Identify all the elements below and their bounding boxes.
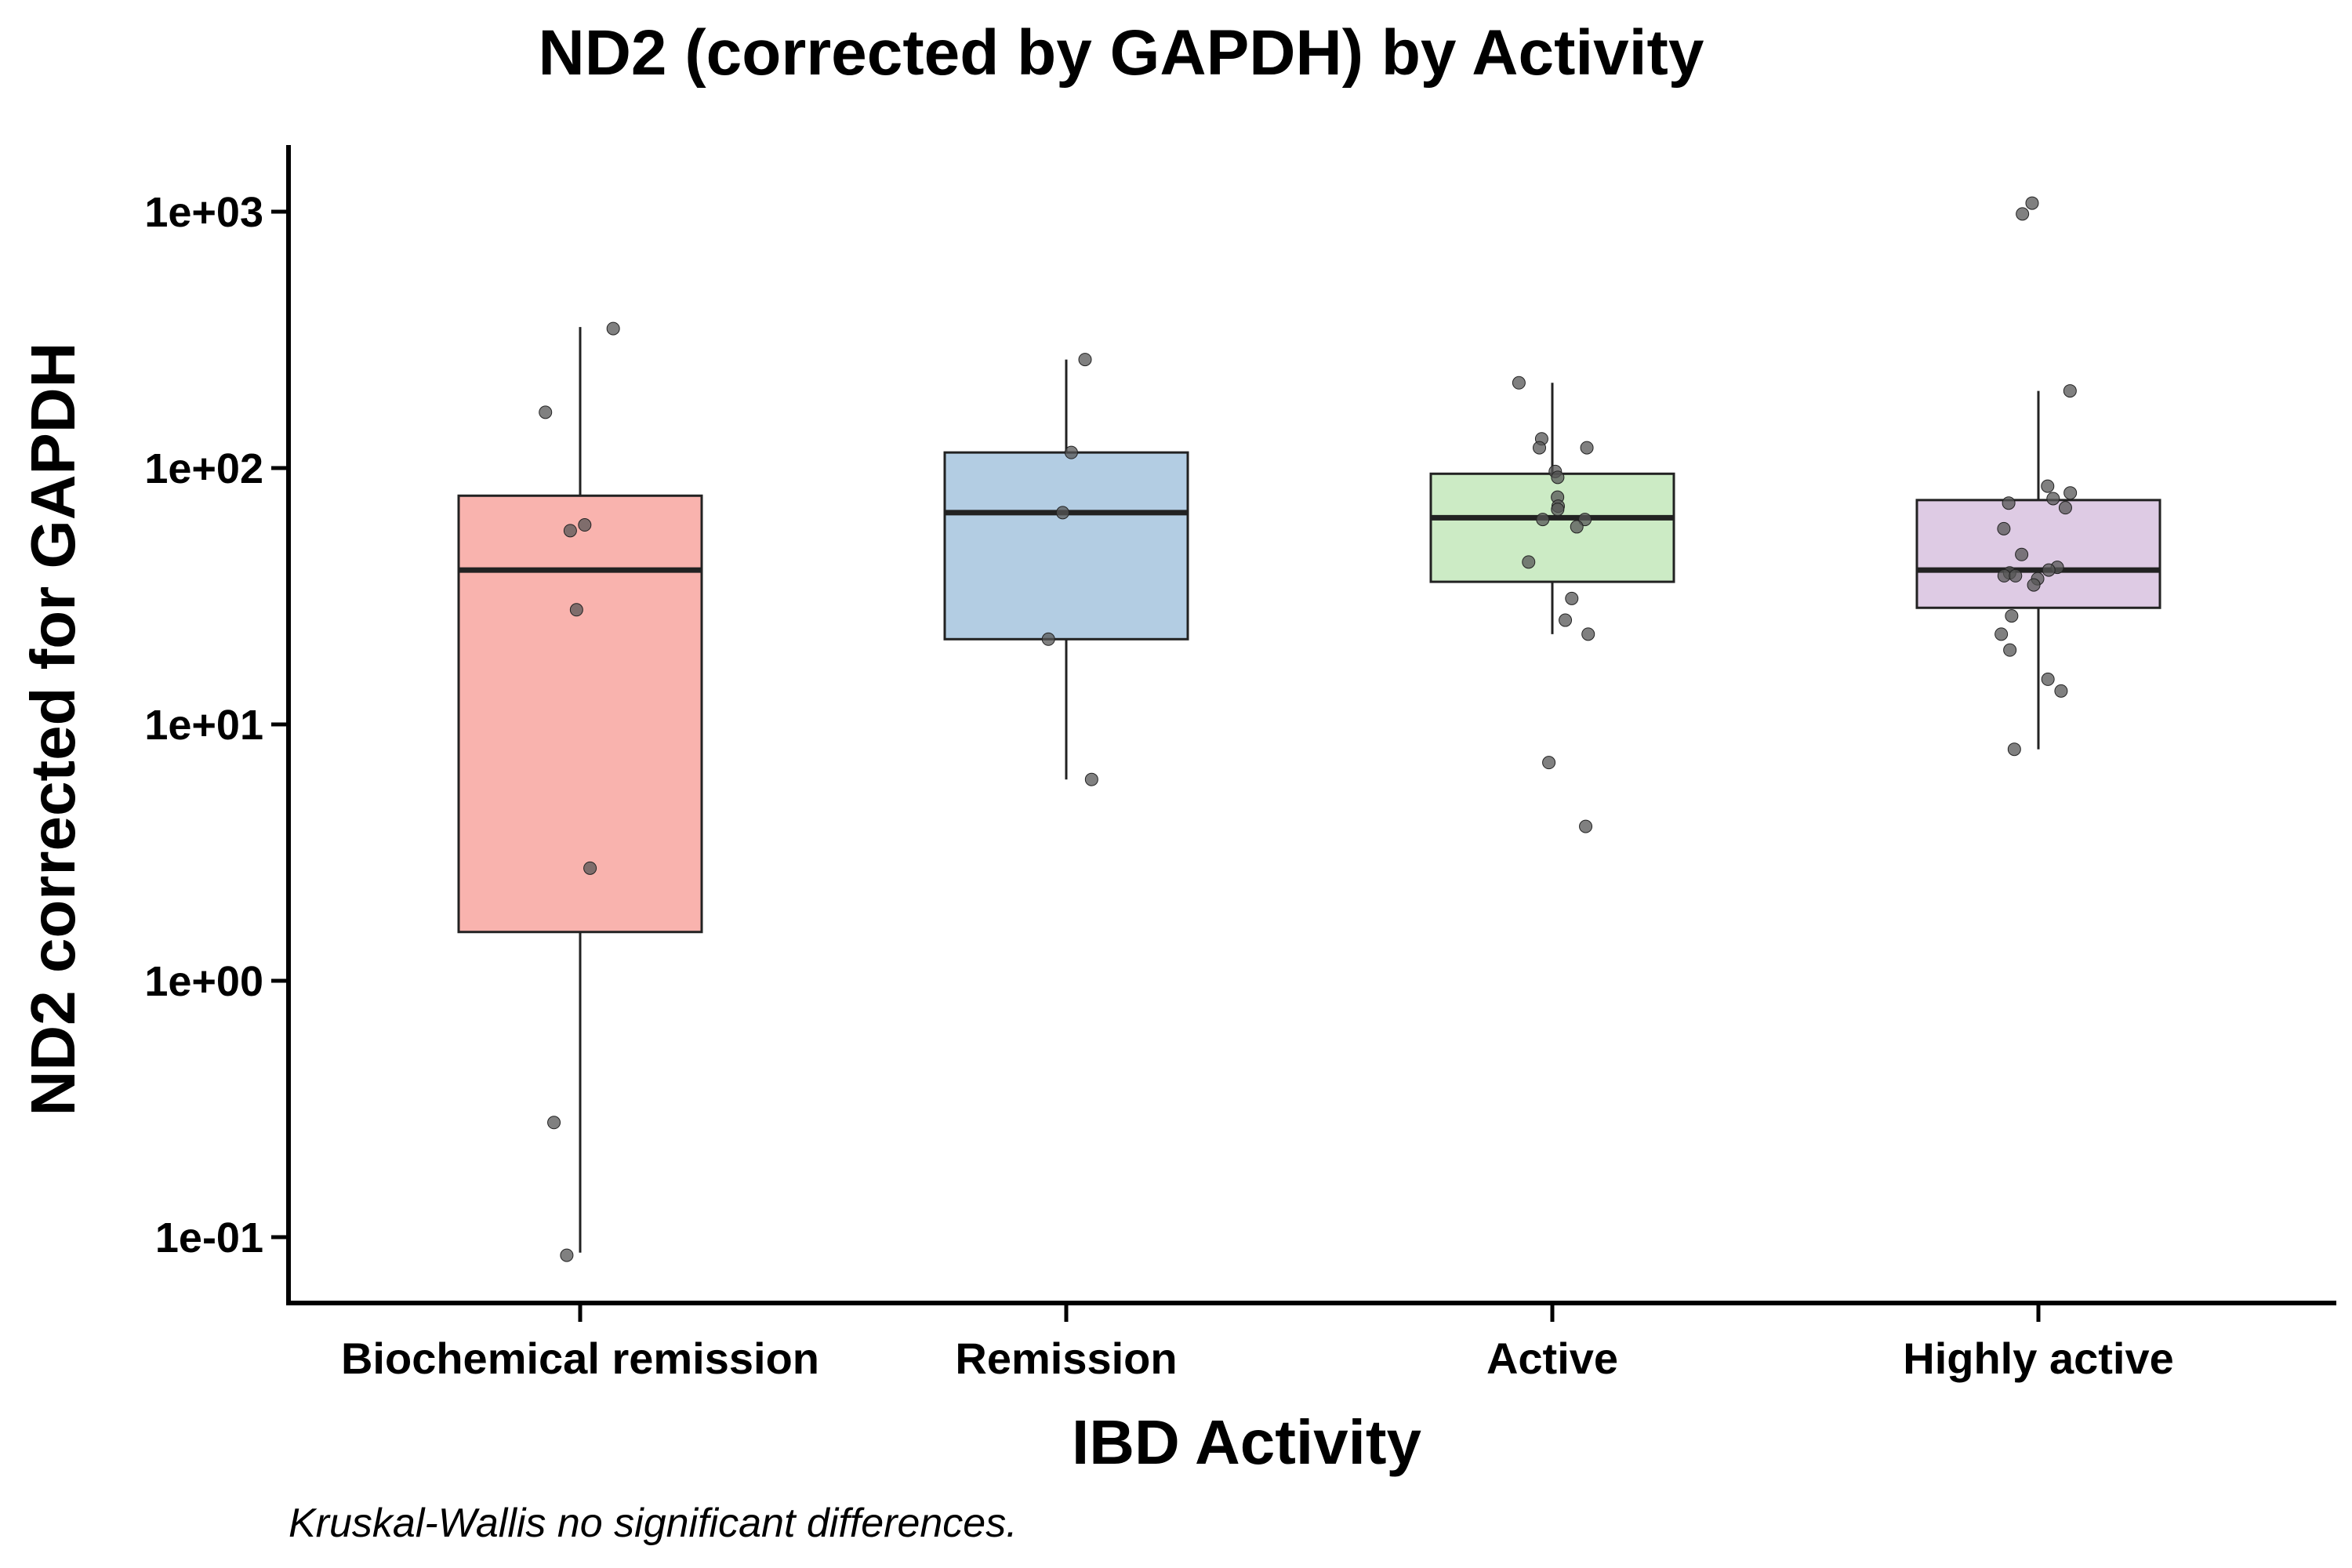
data-point bbox=[1041, 632, 1055, 646]
axes: 1e-01 1e+00 1e+01 1e+02 1e+03 Biochemical rem… bbox=[144, 145, 2336, 1383]
chart-title: ND2 (corrected by GAPDH) by Activity bbox=[539, 17, 1704, 89]
data-point bbox=[2027, 578, 2041, 592]
data-point bbox=[1078, 353, 1092, 367]
box-group bbox=[1429, 383, 1675, 634]
box bbox=[943, 451, 1189, 641]
box-group bbox=[1915, 390, 2161, 750]
box bbox=[457, 494, 703, 934]
x-tick-label: Active bbox=[1486, 1334, 1618, 1383]
x-tick-label: Biochemical remission bbox=[341, 1334, 819, 1383]
data-point bbox=[1570, 520, 1584, 534]
data-point bbox=[1551, 470, 1565, 485]
box-group bbox=[457, 327, 703, 1253]
data-point bbox=[1542, 756, 1556, 770]
data-point bbox=[2046, 492, 2060, 506]
y-tick-label: 1e+01 bbox=[144, 702, 263, 749]
data-point bbox=[1536, 513, 1550, 527]
data-point bbox=[2015, 547, 2029, 561]
data-point bbox=[583, 861, 597, 875]
box bbox=[1429, 472, 1675, 583]
data-point bbox=[2007, 742, 2021, 757]
box bbox=[1915, 499, 2161, 609]
data-point bbox=[1994, 627, 2009, 641]
data-point bbox=[2042, 563, 2056, 577]
data-point bbox=[1565, 591, 1579, 605]
data-point bbox=[2058, 501, 2072, 515]
data-point bbox=[1579, 819, 1593, 833]
data-point bbox=[2025, 196, 2039, 210]
data-point bbox=[1997, 521, 2011, 535]
data-point bbox=[2016, 207, 2030, 221]
x-tick-label: Highly active bbox=[1903, 1334, 2173, 1383]
data-point bbox=[1533, 441, 1547, 455]
data-point bbox=[2041, 479, 2055, 493]
x-axis-title: IBD Activity bbox=[1072, 1407, 1422, 1477]
data-point bbox=[539, 405, 553, 419]
data-point bbox=[2002, 496, 2016, 510]
y-tick-label: 1e+00 bbox=[144, 958, 263, 1005]
data-point bbox=[1997, 568, 2011, 583]
data-point bbox=[1580, 441, 1594, 455]
data-point bbox=[1551, 503, 1565, 517]
data-point bbox=[1055, 506, 1069, 520]
data-point bbox=[2005, 609, 2019, 623]
data-point bbox=[578, 518, 592, 532]
y-tick-label: 1e+03 bbox=[144, 189, 263, 236]
data-point bbox=[569, 603, 583, 617]
y-tick-label: 1e-01 bbox=[155, 1214, 263, 1261]
box-group bbox=[943, 359, 1189, 780]
data-point bbox=[1064, 445, 1078, 459]
data-point bbox=[2009, 568, 2023, 583]
y-tick-label: 1e+02 bbox=[144, 445, 263, 492]
plot-area bbox=[457, 196, 2161, 1262]
data-point bbox=[1084, 772, 1098, 786]
data-point bbox=[563, 524, 577, 538]
y-axis-title: ND2 corrected for GAPDH bbox=[18, 343, 88, 1116]
data-point bbox=[2054, 684, 2068, 698]
data-point bbox=[606, 321, 620, 336]
x-tick-label: Remission bbox=[955, 1334, 1177, 1383]
data-point bbox=[1522, 555, 1536, 569]
data-point bbox=[2063, 486, 2078, 500]
chart-annotation: Kruskal-Wallis no significant difference… bbox=[289, 1501, 1018, 1546]
data-point bbox=[560, 1248, 574, 1262]
data-point bbox=[2003, 643, 2017, 657]
data-point bbox=[1559, 613, 1573, 627]
data-point bbox=[547, 1116, 561, 1130]
data-point bbox=[2063, 384, 2077, 398]
data-point bbox=[1512, 376, 1526, 390]
data-point bbox=[2041, 672, 2055, 686]
data-point bbox=[1581, 627, 1595, 641]
